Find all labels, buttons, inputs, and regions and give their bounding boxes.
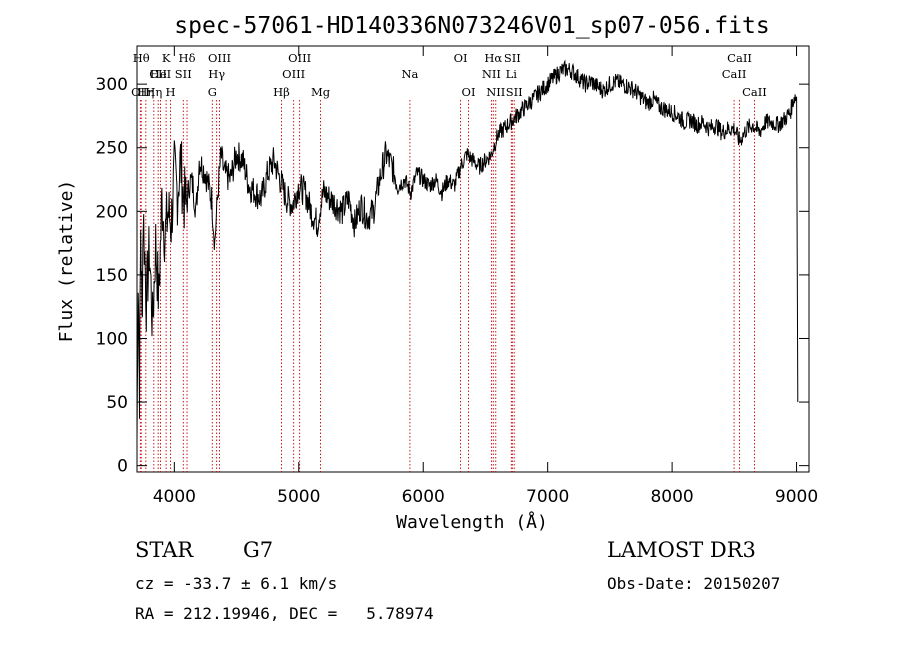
line-marker-label: K (162, 51, 171, 65)
plot-frame (136, 45, 810, 473)
x-axis-label: Wavelength (Å) (396, 511, 548, 533)
y-tick-label: 50 (106, 393, 128, 413)
axis-ticks: 4000 5000 6000 7000 8000 9000 0 50 100 150 200 250 3… (96, 46, 818, 507)
line-marker-label: CaII (722, 67, 747, 81)
y-tick-label: 150 (96, 266, 128, 286)
line-marker-label: CaII (727, 51, 752, 65)
line-marker-label: Hδ (179, 51, 196, 65)
line-marker-label: Hη (145, 85, 162, 99)
object-subclass: G7 (243, 538, 274, 562)
line-marker-label: SII (504, 51, 521, 65)
line-marker-label: Li (506, 67, 518, 81)
line-marker-label: Hη (137, 85, 154, 99)
observation-date: Obs-Date: 20150207 (607, 574, 781, 593)
line-markers: HθHηOIIHηCIIHeIKHSIIHδGHγOIIIHβOIIIOIIIM… (131, 51, 767, 472)
line-marker-label: CII (149, 67, 167, 81)
line-marker-label: SII (175, 67, 192, 81)
line-marker-label: OIII (288, 51, 311, 65)
line-marker-label: OI (454, 51, 468, 65)
y-axis-label: Flux (relative) (56, 180, 77, 343)
x-tick-label: 4000 (153, 487, 196, 507)
x-tick-label: 7000 (526, 487, 569, 507)
line-marker-label: NII (486, 85, 505, 99)
y-tick-label: 250 (96, 139, 128, 159)
flux-series-line (136, 59, 799, 441)
object-class: STAR (135, 538, 194, 562)
line-marker-label: Hβ (273, 85, 290, 99)
line-marker-label: Na (401, 67, 418, 81)
line-marker-label: OIII (208, 51, 231, 65)
line-marker-label: Hα (484, 51, 502, 65)
y-tick-label: 200 (96, 202, 128, 222)
x-tick-label: 6000 (402, 487, 445, 507)
y-tick-label: 0 (117, 457, 128, 477)
line-marker-label: CaII (742, 85, 767, 99)
line-marker-label: OI (462, 85, 476, 99)
line-marker-label: Hθ (133, 51, 150, 65)
redshift-cz: cz = -33.7 ± 6.1 km/s (135, 574, 338, 593)
line-marker-label: OIII (282, 67, 305, 81)
line-marker-label: H (165, 85, 175, 99)
line-marker-label: HeI (150, 67, 171, 81)
y-tick-label: 300 (96, 75, 128, 95)
y-tick-label: 100 (96, 329, 128, 349)
x-tick-label: 9000 (775, 487, 818, 507)
line-marker-label: OII (131, 85, 150, 99)
x-tick-label: 5000 (277, 487, 320, 507)
line-marker-label: G (208, 85, 217, 99)
line-marker-label: Hγ (208, 67, 225, 81)
chart-title: spec-57061-HD140336N073246V01_sp07-056.f… (174, 13, 769, 39)
ra-dec: RA = 212.19946, DEC = 5.78974 (135, 604, 434, 623)
line-marker-label: NII (482, 67, 501, 81)
survey-name: LAMOST DR3 (607, 538, 756, 562)
line-marker-label: SII (506, 85, 523, 99)
x-tick-label: 8000 (650, 487, 693, 507)
line-marker-label: Mg (311, 85, 331, 99)
